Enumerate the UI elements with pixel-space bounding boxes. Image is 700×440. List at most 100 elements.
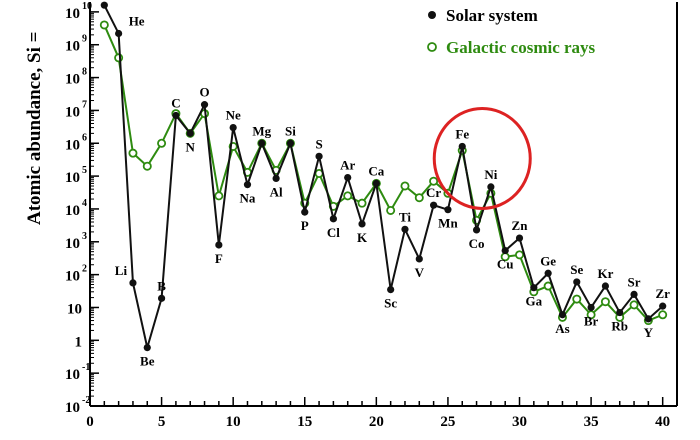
y-tick-label: 1 xyxy=(75,334,83,350)
element-label: Cl xyxy=(327,225,340,240)
element-label: S xyxy=(315,136,322,151)
element-label: Cr xyxy=(426,185,441,200)
y-tick-label: 10 xyxy=(65,39,80,55)
element-label: B xyxy=(157,278,166,293)
data-point xyxy=(243,181,252,189)
data-point xyxy=(658,310,668,320)
element-label: Kr xyxy=(597,266,613,281)
x-tick-label: 40 xyxy=(655,414,670,430)
element-label: K xyxy=(357,230,368,245)
data-point xyxy=(429,176,439,186)
data-point xyxy=(214,191,224,201)
data-point xyxy=(458,142,466,151)
data-point xyxy=(616,308,624,317)
data-point xyxy=(286,139,295,147)
element-label: Al xyxy=(270,184,283,199)
data-point xyxy=(601,282,610,290)
y-tick-label: 10 xyxy=(65,72,80,88)
y-tick-exponent: 9 xyxy=(82,34,87,45)
element-label: Ni xyxy=(484,167,497,182)
element-label: Ga xyxy=(526,294,543,309)
legend-marker xyxy=(427,42,437,52)
element-label: Rb xyxy=(611,319,628,334)
element-label: Mn xyxy=(438,216,458,231)
data-point xyxy=(558,311,567,319)
data-point xyxy=(644,315,652,323)
data-point xyxy=(501,246,509,255)
y-tick-exponent: 5 xyxy=(82,165,87,176)
series-line xyxy=(103,24,664,322)
legend-label: Solar system xyxy=(446,6,538,25)
y-tick-exponent: 7 xyxy=(82,99,87,110)
data-point xyxy=(573,278,581,286)
legend-marker xyxy=(428,11,436,19)
data-point xyxy=(414,193,424,203)
data-point xyxy=(272,174,280,183)
element-label: He xyxy=(129,13,145,28)
data-point xyxy=(572,294,582,304)
data-point xyxy=(515,234,524,242)
data-point xyxy=(600,297,610,307)
element-label: Ar xyxy=(340,158,355,173)
data-point xyxy=(99,20,109,30)
y-tick-exponent: 2 xyxy=(82,264,87,275)
data-point xyxy=(129,279,137,287)
data-point xyxy=(157,138,167,148)
data-point xyxy=(415,255,423,263)
element-label: Ne xyxy=(226,108,241,123)
data-point xyxy=(357,198,367,208)
element-label: Be xyxy=(140,354,155,369)
element-label: Br xyxy=(584,313,599,328)
data-point xyxy=(344,174,352,182)
data-point xyxy=(387,286,395,294)
y-tick-label: 10 xyxy=(65,269,80,285)
series xyxy=(99,1,668,352)
data-point xyxy=(400,181,410,191)
annotations xyxy=(432,106,532,210)
y-tick-label: 10 xyxy=(67,301,82,317)
x-tick-label: 10 xyxy=(226,414,241,430)
y-tick-exponent: 4 xyxy=(82,198,87,209)
data-point xyxy=(358,220,366,228)
y-tick-label: 10 xyxy=(65,400,80,416)
y-tick-label: 10 xyxy=(65,104,80,120)
data-point xyxy=(157,294,166,302)
element-label: Na xyxy=(240,191,256,206)
element-label: Li xyxy=(115,263,128,278)
data-point xyxy=(515,250,525,260)
x-tick-label: 35 xyxy=(584,414,599,430)
x-tick-label: 0 xyxy=(86,414,94,430)
element-label: Cu xyxy=(497,257,514,272)
data-point xyxy=(143,344,151,352)
data-point xyxy=(386,205,396,215)
data-point xyxy=(186,129,194,137)
element-label: Ca xyxy=(368,163,384,178)
element-labels: He Li Be B C N O F Ne Na Mg Al Si P S Cl Ar K Ca Sc Ti V Cr Mn F… xyxy=(115,13,670,368)
element-label: Y xyxy=(644,325,654,340)
data-point xyxy=(115,29,123,38)
x-tick-label: 20 xyxy=(369,414,384,430)
y-tick-exponent: 10 xyxy=(82,1,92,12)
data-point xyxy=(487,183,495,191)
data-point xyxy=(586,310,596,320)
x-tick-label: 25 xyxy=(440,414,455,430)
data-point xyxy=(142,161,152,171)
legend-label: Galactic cosmic rays xyxy=(446,38,596,57)
y-tick-label: 10 xyxy=(65,6,80,22)
data-point xyxy=(258,139,266,147)
data-point xyxy=(472,226,481,234)
element-label: Se xyxy=(570,262,583,277)
element-label: F xyxy=(215,251,223,266)
y-tick-exponent: -1 xyxy=(82,362,90,373)
y-tick-label: 10 xyxy=(65,236,80,252)
element-label: Sc xyxy=(384,296,397,311)
y-tick-exponent: 3 xyxy=(82,231,87,242)
element-label: Mg xyxy=(252,123,271,138)
x-tick-label: 5 xyxy=(158,414,166,430)
y-tick-label: 10 xyxy=(65,203,80,219)
y-tick-label: 10 xyxy=(65,137,80,153)
element-label: Zr xyxy=(655,286,670,301)
data-point xyxy=(229,123,237,132)
